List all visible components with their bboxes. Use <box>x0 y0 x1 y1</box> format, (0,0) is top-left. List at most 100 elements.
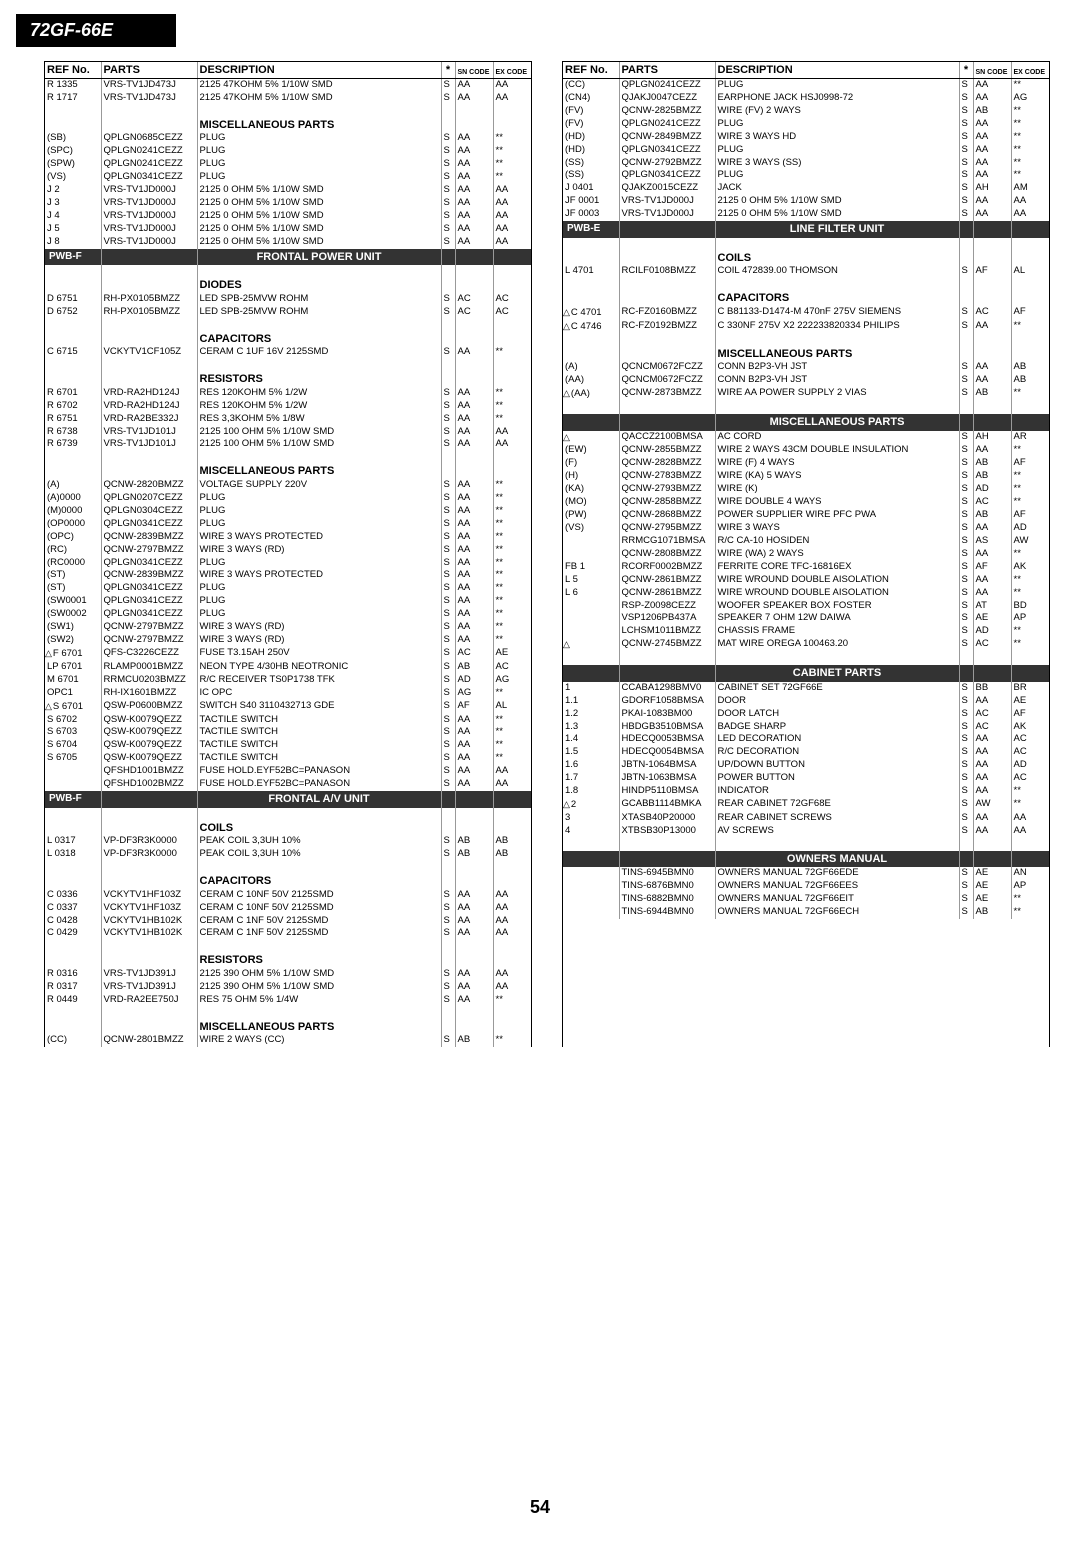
sn-cell: AA <box>455 531 493 544</box>
star-cell: S <box>441 752 455 765</box>
table-row: R 0449VRD-RA2EE750JRES 75 OHM 5% 1/4WSAA… <box>45 994 531 1007</box>
sn-cell: AF <box>973 265 1011 278</box>
sn-cell: AB <box>973 457 1011 470</box>
table-row: (F)QCNW-2828BMZZWIRE (F) 4 WAYSSABAF <box>563 457 1049 470</box>
page-number: 54 <box>0 1497 1080 1518</box>
sn-cell: AB <box>973 105 1011 118</box>
section-ref <box>563 414 619 431</box>
parts-cell: QCNCM0672FCZZ <box>619 361 715 374</box>
ex-cell: ** <box>493 479 531 492</box>
desc-cell: FERRITE CORE TFC-16816EX <box>715 561 959 574</box>
table-row: CAPACITORS <box>45 874 531 889</box>
star-cell: S <box>959 893 973 906</box>
table-row: QFSHD1001BMZZFUSE HOLD.EYF52BC=PANASONSA… <box>45 765 531 778</box>
star-cell: S <box>959 746 973 759</box>
table-row <box>563 238 1049 251</box>
parts-cell: QPLGN0341CEZZ <box>101 595 197 608</box>
ex-cell: AL <box>1011 265 1049 278</box>
desc-cell: 2125 0 OHM 5% 1/10W SMD <box>197 210 441 223</box>
parts-cell: VP-DF3R3K0000 <box>101 835 197 848</box>
sn-cell: AA <box>455 621 493 634</box>
desc-cell: TACTILE SWITCH <box>197 726 441 739</box>
ref-cell: 1.2 <box>563 708 619 721</box>
sn-cell: AF <box>455 700 493 714</box>
table-row: COILS <box>563 251 1049 266</box>
table-row: J 3VRS-TV1JD000J2125 0 OHM 5% 1/10W SMDS… <box>45 197 531 210</box>
parts-cell: QCNW-2783BMZZ <box>619 470 715 483</box>
ex-cell: ** <box>493 531 531 544</box>
parts-cell: VRS-TV1JD000J <box>101 236 197 249</box>
table-row: (A)QCNW-2820BMZZVOLTAGE SUPPLY 220VSAA** <box>45 479 531 492</box>
sn-cell: AB <box>455 1034 493 1047</box>
ref-cell: J 0401 <box>563 182 619 195</box>
star-cell: S <box>959 431 973 445</box>
parts-cell: VSP1206PB437A <box>619 612 715 625</box>
table-row: (SW0002QPLGN0341CEZZPLUGSAA** <box>45 608 531 621</box>
ref-cell <box>563 906 619 919</box>
sn-cell: AA <box>455 994 493 1007</box>
table-row: 1.2PKAI-1083BM00DOOR LATCHSACAF <box>563 708 1049 721</box>
ref-cell: R 1335 <box>45 79 101 92</box>
parts-cell: VCKYTV1HF103Z <box>101 889 197 902</box>
ex-cell: ** <box>1011 79 1049 92</box>
desc-cell: R/C RECEIVER TS0P1738 TFK <box>197 674 441 687</box>
sn-cell: AH <box>973 182 1011 195</box>
sub-heading: CAPACITORS <box>197 874 441 889</box>
desc-cell: IC OPC <box>197 687 441 700</box>
star-cell: S <box>441 223 455 236</box>
ref-cell: (A) <box>563 361 619 374</box>
star-cell: S <box>959 772 973 785</box>
table-row: (SS)QCNW-2792BMZZWIRE 3 WAYS (SS)SAA** <box>563 157 1049 170</box>
sn-cell: AA <box>455 236 493 249</box>
star-cell: S <box>959 867 973 880</box>
star-cell: S <box>959 320 973 334</box>
desc-cell: 2125 0 OHM 5% 1/10W SMD <box>197 223 441 236</box>
ex-cell: ** <box>1011 496 1049 509</box>
sub-heading: CAPACITORS <box>715 291 959 306</box>
section-title: FRONTAL POWER UNIT <box>197 249 441 266</box>
ref-cell: 4 <box>563 825 619 838</box>
desc-cell: PLUG <box>715 169 959 182</box>
sub-heading: RESISTORS <box>197 953 441 968</box>
star-cell: S <box>441 608 455 621</box>
star-cell: S <box>959 708 973 721</box>
ex-cell: AA <box>1011 825 1049 838</box>
parts-cell: QCNW-2797BMZZ <box>101 621 197 634</box>
desc-cell: CHASSIS FRAME <box>715 625 959 638</box>
ref-cell: C 4746 <box>563 320 619 334</box>
sn-cell: AA <box>455 739 493 752</box>
star-cell: S <box>959 182 973 195</box>
ref-cell: J 4 <box>45 210 101 223</box>
table-row: (CC)QPLGN0241CEZZPLUGSAA** <box>563 79 1049 92</box>
parts-cell: QCNW-2849BMZZ <box>619 131 715 144</box>
ref-cell: (SS) <box>563 157 619 170</box>
col-ex: EX CODE <box>1011 62 1049 79</box>
parts-cell: QACCZ2100BMSA <box>619 431 715 445</box>
table-row: COILS <box>45 821 531 836</box>
ref-cell: (VS) <box>563 522 619 535</box>
table-row: (MO)QCNW-2858BMZZWIRE DOUBLE 4 WAYSSAC** <box>563 496 1049 509</box>
desc-cell: RES 75 OHM 5% 1/4W <box>197 994 441 1007</box>
sn-cell: AB <box>455 661 493 674</box>
ex-cell: ** <box>1011 444 1049 457</box>
sn-cell: AA <box>455 413 493 426</box>
desc-cell: WIRE 2 WAYS (CC) <box>197 1034 441 1047</box>
table-row: MISCELLANEOUS PARTS <box>45 118 531 133</box>
star-cell: S <box>441 582 455 595</box>
parts-cell: QCNW-2792BMZZ <box>619 157 715 170</box>
table-row: PWB-FFRONTAL POWER UNIT <box>45 249 531 266</box>
ex-cell: ** <box>1011 548 1049 561</box>
star-cell: S <box>959 600 973 613</box>
sn-cell: AA <box>455 210 493 223</box>
table-row: C 0336VCKYTV1HF103ZCERAM C 10NF 50V 2125… <box>45 889 531 902</box>
sn-cell: AE <box>973 867 1011 880</box>
ref-cell <box>563 625 619 638</box>
desc-cell: 2125 0 OHM 5% 1/10W SMD <box>197 184 441 197</box>
ex-cell: ** <box>493 582 531 595</box>
ex-cell: ** <box>493 387 531 400</box>
sn-cell: AA <box>973 131 1011 144</box>
ref-cell: (VS) <box>45 171 101 184</box>
ref-cell: (CC) <box>563 79 619 92</box>
sn-cell: AA <box>455 608 493 621</box>
sn-cell: AT <box>973 600 1011 613</box>
